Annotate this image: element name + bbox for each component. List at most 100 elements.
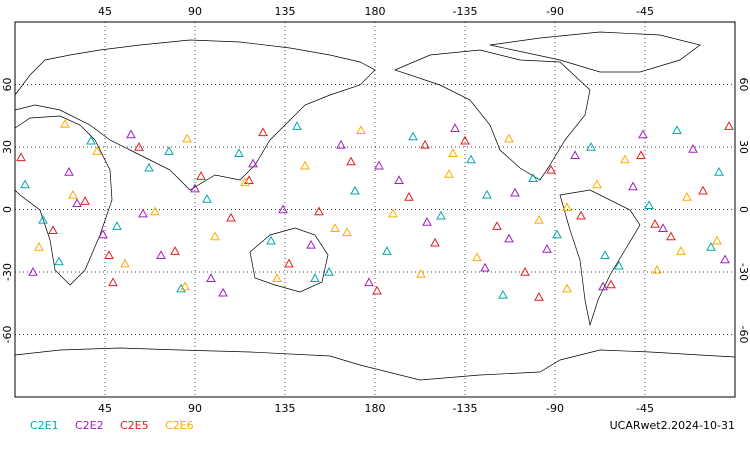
data-point [528,173,538,182]
data-point [666,231,676,241]
data-point [404,191,414,201]
data-point [570,150,580,160]
data-point [614,260,624,270]
coastline [489,31,701,73]
data-point [620,154,630,164]
data-point [34,241,44,251]
data-point [482,189,492,199]
coastline [394,49,591,181]
data-point [542,244,552,253]
y-tick-label: 30 [1,140,14,154]
y-tick-label: 0 [737,206,750,213]
data-point [466,154,476,164]
data-point [164,146,174,155]
data-point [586,141,596,151]
data-point [576,210,586,220]
coastline [14,347,736,381]
data-point [20,179,30,189]
data-point [682,191,692,201]
data-point [356,125,366,135]
data-point [92,146,102,155]
data-point [180,281,190,291]
x-tick-label: -90 [546,5,564,18]
data-point [258,127,268,137]
data-point [342,227,352,237]
y-tick-label: 60 [737,78,750,92]
x-tick-label: -135 [453,5,478,18]
x-tick-label: -90 [546,402,564,415]
data-point [272,273,282,282]
data-point [706,241,716,251]
data-point [324,266,334,276]
x-tick-label: -45 [636,5,654,18]
data-point [688,144,698,153]
data-point [182,133,192,143]
data-point [190,183,200,193]
y-tick-label: -30 [737,263,750,281]
data-point [86,135,96,145]
data-point [266,235,276,245]
y-tick-label: 60 [1,78,14,92]
data-point [80,196,90,205]
data-point [104,250,114,260]
data-point [64,166,74,176]
data-point [436,210,446,220]
data-point [504,233,514,243]
data-point [658,223,668,232]
data-point [176,283,186,293]
data-point [314,206,324,216]
data-point [562,202,572,212]
data-point [712,235,722,245]
x-tick-label: 45 [98,402,112,415]
data-point [598,281,608,291]
legend-entry: C2E2 [75,419,104,432]
data-point [310,273,320,282]
data-point [278,204,288,214]
data-point [592,179,602,189]
data-point [226,212,236,222]
data-point [144,162,154,172]
data-point [150,206,160,216]
data-point [444,169,454,178]
data-point [720,254,730,264]
data-point [546,164,556,174]
data-point [510,187,520,197]
x-tick-label: -45 [636,402,654,415]
data-point [606,279,616,289]
data-point [240,177,250,187]
data-point [372,285,382,295]
x-tick-label: 45 [98,5,112,18]
data-point [460,135,470,145]
data-point [416,269,426,278]
data-point [292,121,302,130]
data-point [202,194,212,203]
legend-entry: C2E6 [165,419,194,432]
data-point [38,214,48,224]
y-tick-label: 0 [1,206,14,213]
data-point [108,277,118,287]
data-point [156,250,166,260]
data-point [448,148,458,157]
data-point [60,119,70,128]
data-point [336,139,346,149]
data-point [350,185,360,195]
data-point [644,200,654,210]
x-tick-label: 135 [275,5,296,18]
data-point [54,256,64,266]
data-point [138,208,148,218]
x-tick-label: 180 [365,5,386,18]
x-tick-label: 90 [188,402,202,415]
data-point [534,214,544,224]
data-point [672,125,682,135]
data-point [196,171,206,180]
y-tick-label: 30 [737,140,750,154]
data-point [98,229,108,239]
data-point [480,262,490,272]
data-point [218,287,228,297]
coastline [559,189,641,327]
data-point [638,129,648,139]
footer-label: UCARwet2.2024-10-31 [610,419,735,432]
data-point [330,223,340,232]
data-point [600,250,610,260]
